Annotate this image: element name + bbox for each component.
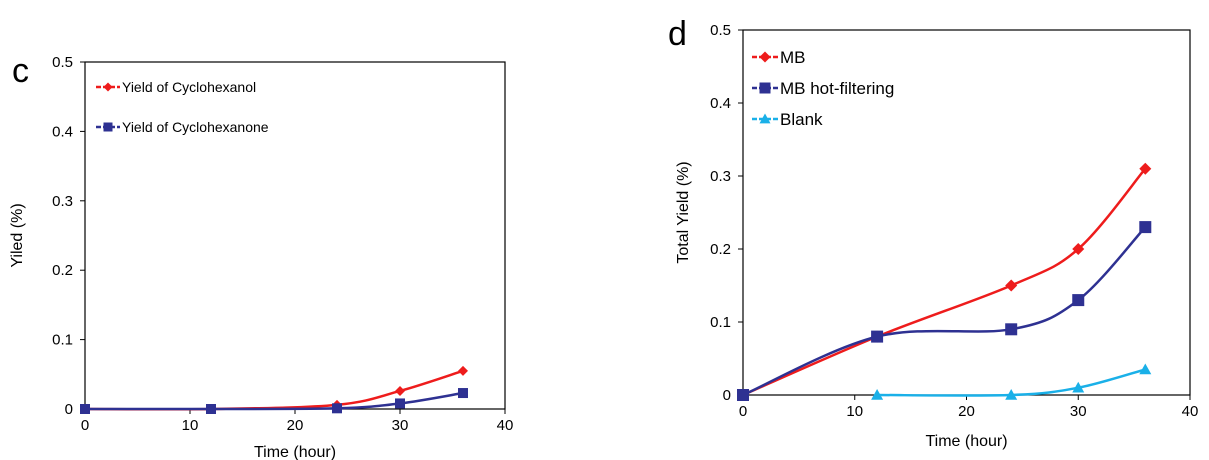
plot-area	[84, 61, 506, 410]
x-tick-label: 40	[1182, 403, 1199, 420]
y-axis-title: Total Yield (%)	[675, 161, 692, 263]
legend-marker	[103, 82, 113, 92]
x-axis-title: Time (hour)	[254, 444, 336, 460]
legend-marker	[759, 51, 771, 63]
y-tick-label: 0.3	[52, 193, 73, 210]
series-line	[84, 391, 464, 411]
data-point	[1072, 294, 1085, 307]
legend-label: MB hot-filtering	[780, 79, 894, 98]
x-tick-label: 10	[846, 403, 863, 420]
data-point	[332, 403, 342, 414]
y-tick-label: 0.4	[52, 123, 73, 140]
data-point	[1005, 279, 1018, 292]
legend-marker	[759, 82, 771, 94]
y-tick-label: 0	[723, 387, 731, 404]
y-tick-label: 0.1	[710, 314, 731, 331]
x-tick-label: 20	[958, 403, 975, 420]
x-tick-label: 0	[81, 417, 89, 434]
data-point	[458, 388, 468, 399]
legend-label: Blank	[780, 110, 823, 129]
data-point	[1072, 243, 1085, 255]
y-tick-label: 0.2	[710, 241, 731, 258]
y-tick-label: 0.4	[710, 95, 731, 112]
data-point	[395, 398, 405, 409]
x-tick-label: 0	[739, 403, 747, 420]
legend-marker	[103, 122, 113, 132]
y-tick-label: 0.1	[52, 332, 73, 349]
y-tick-label: 0.5	[710, 22, 731, 39]
data-point	[1139, 162, 1152, 175]
x-tick-label: 40	[497, 417, 514, 434]
x-axis-title: Time (hour)	[925, 433, 1007, 450]
data-point	[1139, 221, 1152, 234]
data-point	[1005, 389, 1018, 400]
y-axis-title: Yiled (%)	[9, 203, 26, 267]
panel-label: c	[12, 52, 29, 90]
legend-label: MB	[780, 48, 806, 67]
chart-panel-d: 0 10 20 30 40 0 0.1 0.2 0.3 0.4 0.5 Time (hour) Tota…	[668, 15, 1198, 450]
data-point	[458, 365, 468, 376]
y-tick-label: 0.3	[710, 168, 731, 185]
y-tick-label: 0.5	[52, 54, 73, 71]
legend-label: Yield of Cyclohexanone	[122, 119, 269, 135]
y-tick-label: 0	[65, 401, 73, 418]
legend-marker	[759, 113, 771, 124]
data-point	[1139, 363, 1152, 375]
x-tick-label: 10	[182, 417, 199, 434]
data-point	[1072, 381, 1085, 393]
series-line	[742, 167, 1147, 397]
data-point	[395, 385, 405, 396]
x-tick-label: 30	[1070, 403, 1087, 420]
series-line	[877, 368, 1146, 397]
x-tick-label: 30	[392, 417, 409, 434]
legend-label: Yield of Cyclohexanol	[122, 79, 256, 95]
chart-panel-c: 0 10 20 30 40 0 0.1 0.2 0.3 0.4 0.5 Time (hour) Yile…	[9, 52, 513, 460]
x-tick-label: 20	[287, 417, 304, 434]
data-point	[871, 330, 884, 343]
panel-label: d	[668, 15, 687, 53]
y-tick-label: 0.2	[52, 262, 73, 279]
series-line	[742, 226, 1147, 397]
data-point	[737, 389, 749, 401]
data-point	[1005, 323, 1018, 336]
data-point	[80, 404, 90, 414]
data-point	[871, 389, 884, 400]
data-point	[206, 404, 216, 414]
